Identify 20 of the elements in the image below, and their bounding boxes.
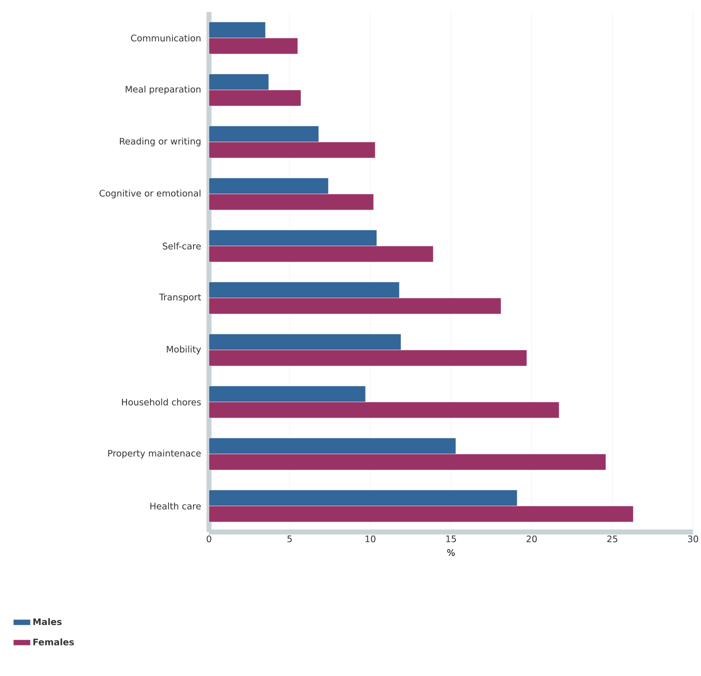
y-tick-label: Mobility	[166, 346, 201, 354]
y-tick-label: Transport	[159, 294, 202, 302]
y-tick-label: Household chores	[122, 398, 201, 406]
x-tick-label: 0	[206, 536, 212, 542]
y-tick-label: Health care	[150, 502, 201, 510]
x-tick-label: 20	[526, 536, 537, 542]
y-tick-label: Meal preparation	[126, 86, 200, 94]
legend-label: Males	[33, 618, 62, 626]
x-tick-label: 25	[607, 536, 618, 542]
legend-label: Females	[33, 638, 74, 646]
y-tick-label: Communication	[131, 34, 200, 42]
x-tick-label: 5	[288, 536, 292, 542]
y-tick-label: Cognitive or emotional	[100, 190, 200, 198]
x-tick-label: 30	[688, 536, 698, 542]
y-tick-label: Property maintenace	[108, 450, 201, 458]
x-tick-label: 10	[366, 536, 376, 542]
x-tick-label: 15	[446, 536, 456, 542]
y-tick-label: Reading or writing	[120, 138, 200, 146]
x-axis-title: %	[447, 549, 455, 556]
y-tick-label: Self-care	[162, 242, 201, 250]
